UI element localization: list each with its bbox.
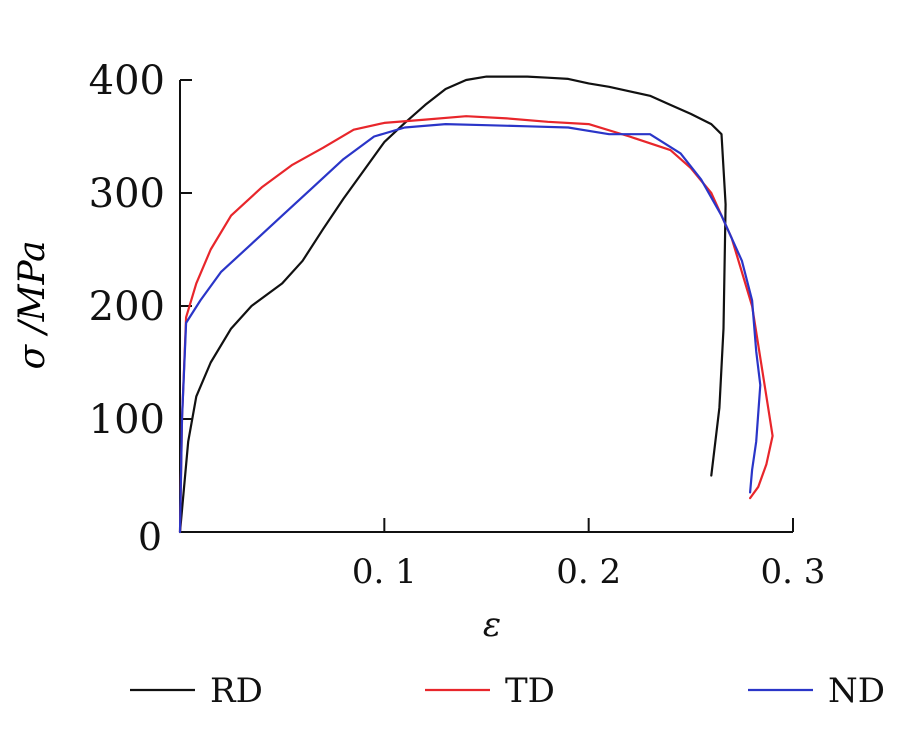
ticks: 0 100 200 300 400 0. 1 0. 2 0. 3 xyxy=(89,58,826,592)
x-tick-label: 0. 3 xyxy=(761,552,826,592)
series-line-nd xyxy=(178,123,762,534)
y-tick-label: 200 xyxy=(89,284,165,330)
y-tick-label: 400 xyxy=(89,58,165,104)
y-axis-label-text: σ /MPa xyxy=(12,240,53,369)
legend: RD TD ND xyxy=(130,671,885,711)
x-tick-label: 0. 2 xyxy=(556,552,621,592)
legend-label-td: TD xyxy=(505,671,555,711)
axes xyxy=(179,80,793,533)
series-lines xyxy=(178,75,774,534)
y-tick-label: 100 xyxy=(89,397,165,443)
y-axis-label: σ /MPa xyxy=(12,240,53,369)
y-tick-label: 300 xyxy=(89,171,165,217)
legend-label-nd: ND xyxy=(828,671,885,711)
y-tick-label: 0 xyxy=(138,515,162,559)
x-tick-label: 0. 1 xyxy=(352,552,417,592)
legend-label-rd: RD xyxy=(210,671,263,711)
series-line-td xyxy=(178,115,774,534)
x-axis-label: ε xyxy=(483,605,501,645)
series-line-rd xyxy=(178,75,727,534)
